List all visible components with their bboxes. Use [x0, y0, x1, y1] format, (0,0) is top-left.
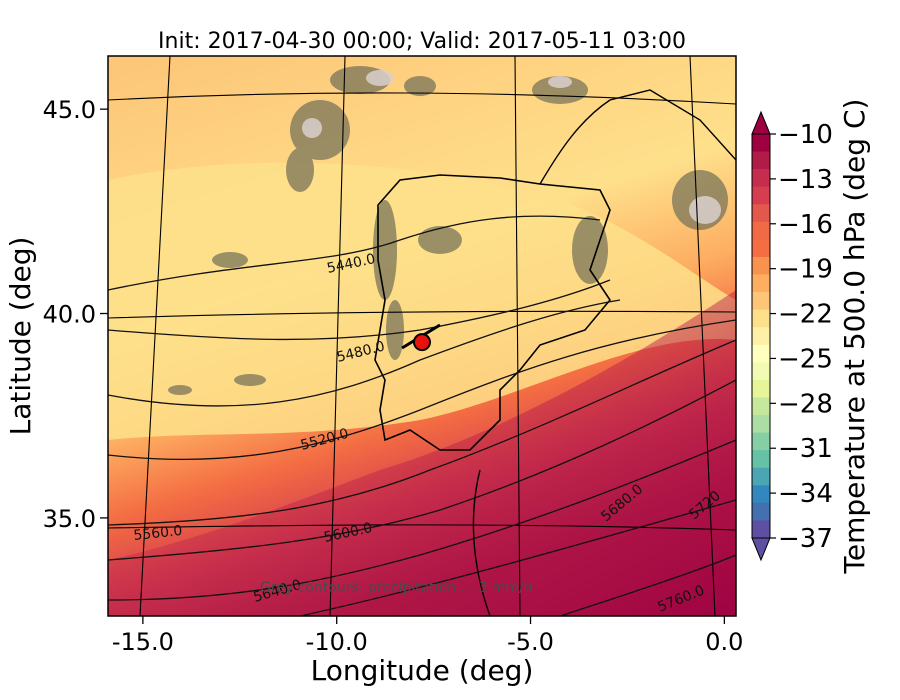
location-marker: [413, 333, 431, 352]
x-axis-ticks: -15.0 -10.0 -5.0 0.0: [112, 616, 743, 656]
colorbar-segment: [752, 221, 770, 240]
colorbar-tick-label: −19: [778, 255, 833, 285]
graticule: [108, 56, 736, 616]
y-tick-label: 45.0: [43, 96, 96, 124]
colorbar-segment: [752, 204, 770, 223]
colorbar-tick-label: −31: [778, 434, 833, 464]
precip-annotation: Grey contours: precipitation ... 3 mm/h: [260, 580, 533, 596]
x-tick-label: -15.0: [112, 628, 174, 656]
colorbar-frame: [751, 133, 771, 539]
height-contours: [108, 215, 736, 616]
colorbar-segment: [752, 344, 770, 363]
colorbar-tick-label: −25: [778, 344, 833, 374]
colorbar-tick-label: −28: [778, 389, 833, 419]
y-tick-label: 40.0: [43, 301, 96, 329]
x-tick-label: -5.0: [507, 628, 554, 656]
colorbar-label: Temperature at 500.0 hPa (deg C): [838, 99, 871, 575]
x-tick-label: 0.0: [705, 628, 743, 656]
coastline-africa: [472, 469, 491, 616]
colorbar-segment: [752, 362, 770, 381]
coastline-france: [539, 89, 736, 185]
colorbar-ticks: −10 −13 −16 −19 −22 −25 −28 −31 −34 −37: [770, 120, 833, 554]
colorbar-tick-label: −34: [778, 479, 833, 509]
colorbar-segment: [752, 520, 770, 539]
colorbar-segment: [752, 415, 770, 434]
y-axis-ticks: 35.0 40.0 45.0: [43, 96, 108, 533]
colorbar-tick-label: −22: [778, 300, 833, 330]
contour-label-5560: 5560.0: [133, 523, 183, 544]
colorbar-extend-min: [751, 537, 771, 562]
colorbar-segment: [752, 327, 770, 346]
colorbar-segment: [752, 379, 770, 399]
colorbar-tick-label: −16: [778, 210, 833, 240]
map-frame: [107, 55, 737, 617]
coastline-iberia: [374, 174, 611, 451]
colorbar-segment: [752, 134, 770, 153]
chart-title: Init: 2017-04-30 00:00; Valid: 2017-05-1…: [158, 29, 686, 54]
colorbar-segment: [752, 485, 770, 504]
x-tick-label: -10.0: [306, 628, 368, 656]
colorbar-extend-max: [751, 110, 771, 135]
y-tick-label: 35.0: [43, 505, 96, 533]
colorbar-tick-label: −13: [778, 165, 833, 195]
map-area: 5440.0 5480.0 5520.0 5560.0 5600.0 5640.…: [108, 56, 736, 616]
colorbar-segment: [752, 450, 770, 469]
colorbar-segment: [752, 151, 770, 170]
colorbar-segment: [752, 467, 770, 486]
colorbar-tick-label: −10: [778, 120, 833, 150]
colorbar-segment: [752, 397, 770, 416]
colorbar-segment: [752, 432, 770, 451]
colorbar-tick-label: −37: [778, 524, 833, 554]
colorbar-segment: [752, 292, 770, 311]
y-axis-label: Latitude (deg): [4, 237, 37, 436]
colorbar-segment: [752, 502, 770, 522]
colorbar-segment: [752, 186, 770, 205]
colorbar: [751, 110, 771, 562]
x-axis-label: Longitude (deg): [311, 654, 534, 687]
colorbar-segment: [752, 274, 770, 293]
colorbar-segment: [752, 169, 770, 188]
colorbar-segment: [752, 239, 770, 258]
colorbar-segment: [752, 256, 770, 276]
warm-region: [108, 290, 736, 616]
colorbar-segment: [752, 309, 770, 328]
